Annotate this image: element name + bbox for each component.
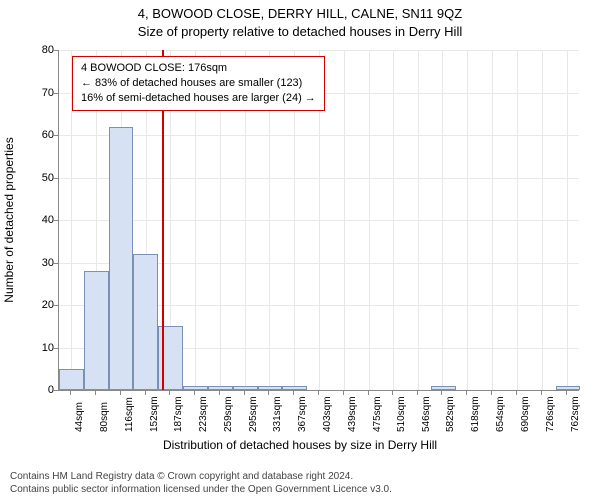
histogram-bar bbox=[84, 271, 109, 390]
x-tick-mark bbox=[95, 390, 96, 395]
x-tick-mark bbox=[491, 390, 492, 395]
x-tick-label: 582sqm bbox=[445, 396, 456, 432]
x-tick-mark bbox=[194, 390, 195, 395]
x-tick-label: 295sqm bbox=[248, 396, 259, 432]
grid-line-vertical bbox=[418, 50, 419, 390]
y-tick-label: 40 bbox=[24, 214, 54, 226]
annotation-line: 4 BOWOOD CLOSE: 176sqm bbox=[81, 61, 316, 76]
histogram-bar bbox=[183, 386, 208, 390]
x-tick-mark bbox=[566, 390, 567, 395]
x-tick-mark bbox=[318, 390, 319, 395]
y-tick-mark bbox=[53, 50, 58, 51]
x-tick-mark bbox=[120, 390, 121, 395]
x-tick-mark bbox=[244, 390, 245, 395]
histogram-bar bbox=[556, 386, 581, 390]
x-tick-mark bbox=[343, 390, 344, 395]
y-tick-label: 0 bbox=[24, 384, 54, 396]
x-tick-label: 187sqm bbox=[173, 396, 184, 432]
grid-line-vertical bbox=[467, 50, 468, 390]
histogram-bar bbox=[133, 254, 158, 390]
footer-line-2: Contains public sector information licen… bbox=[10, 484, 590, 497]
y-tick-mark bbox=[53, 220, 58, 221]
x-tick-label: 546sqm bbox=[421, 396, 432, 432]
y-tick-label: 20 bbox=[24, 299, 54, 311]
x-tick-label: 116sqm bbox=[124, 397, 135, 432]
annotation-line: 16% of semi-detached houses are larger (… bbox=[81, 91, 316, 106]
x-tick-label: 654sqm bbox=[495, 396, 506, 432]
x-tick-label: 510sqm bbox=[396, 396, 407, 432]
annotation-line: ← 83% of detached houses are smaller (12… bbox=[81, 76, 316, 91]
footer-attribution: Contains HM Land Registry data © Crown c… bbox=[10, 471, 590, 496]
y-tick-label: 80 bbox=[24, 44, 54, 56]
footer-line-1: Contains HM Land Registry data © Crown c… bbox=[10, 471, 590, 484]
x-tick-label: 726sqm bbox=[545, 396, 556, 432]
x-tick-label: 618sqm bbox=[470, 396, 481, 432]
grid-line-vertical bbox=[369, 50, 370, 390]
grid-line-vertical bbox=[344, 50, 345, 390]
histogram-bar bbox=[59, 369, 84, 390]
x-tick-mark bbox=[268, 390, 269, 395]
histogram-bar bbox=[282, 386, 307, 390]
annotation-box: 4 BOWOOD CLOSE: 176sqm← 83% of detached … bbox=[72, 56, 325, 111]
x-tick-label: 403sqm bbox=[322, 396, 333, 432]
grid-line-vertical bbox=[442, 50, 443, 390]
y-tick-mark bbox=[53, 135, 58, 136]
x-tick-mark bbox=[145, 390, 146, 395]
chart-title-sub: Size of property relative to detached ho… bbox=[0, 24, 600, 39]
x-tick-mark bbox=[169, 390, 170, 395]
x-tick-mark bbox=[417, 390, 418, 395]
y-tick-label: 60 bbox=[24, 129, 54, 141]
x-tick-label: 80sqm bbox=[99, 402, 110, 432]
y-tick-mark bbox=[53, 348, 58, 349]
chart-title-main: 4, BOWOOD CLOSE, DERRY HILL, CALNE, SN11… bbox=[0, 6, 600, 21]
histogram-bar bbox=[233, 386, 258, 390]
x-tick-mark bbox=[516, 390, 517, 395]
grid-line-vertical bbox=[517, 50, 518, 390]
x-tick-mark bbox=[541, 390, 542, 395]
y-tick-mark bbox=[53, 390, 58, 391]
x-tick-mark bbox=[368, 390, 369, 395]
x-tick-label: 223sqm bbox=[198, 396, 209, 432]
x-tick-mark bbox=[70, 390, 71, 395]
x-axis-label: Distribution of detached houses by size … bbox=[0, 438, 600, 452]
y-tick-mark bbox=[53, 305, 58, 306]
y-tick-label: 10 bbox=[24, 342, 54, 354]
x-tick-label: 439sqm bbox=[347, 396, 358, 432]
y-axis-label: Number of detached properties bbox=[2, 137, 16, 302]
histogram-bar bbox=[431, 386, 456, 390]
grid-line-vertical bbox=[393, 50, 394, 390]
grid-line-vertical bbox=[567, 50, 568, 390]
x-tick-label: 44sqm bbox=[74, 402, 85, 432]
histogram-bar bbox=[208, 386, 233, 390]
x-tick-label: 690sqm bbox=[520, 396, 531, 432]
x-tick-label: 367sqm bbox=[297, 396, 308, 432]
x-tick-label: 762sqm bbox=[570, 396, 581, 432]
y-tick-mark bbox=[53, 263, 58, 264]
y-tick-mark bbox=[53, 93, 58, 94]
x-tick-mark bbox=[441, 390, 442, 395]
x-tick-mark bbox=[219, 390, 220, 395]
x-tick-label: 475sqm bbox=[372, 396, 383, 432]
grid-line-vertical bbox=[542, 50, 543, 390]
chart-container: 4, BOWOOD CLOSE, DERRY HILL, CALNE, SN11… bbox=[0, 0, 600, 500]
histogram-bar bbox=[109, 127, 134, 391]
x-tick-mark bbox=[293, 390, 294, 395]
y-tick-label: 70 bbox=[24, 87, 54, 99]
y-tick-mark bbox=[53, 178, 58, 179]
grid-line-vertical bbox=[492, 50, 493, 390]
y-tick-label: 30 bbox=[24, 257, 54, 269]
x-tick-mark bbox=[466, 390, 467, 395]
x-tick-label: 331sqm bbox=[272, 396, 283, 432]
x-tick-label: 152sqm bbox=[149, 396, 160, 432]
y-tick-label: 50 bbox=[24, 172, 54, 184]
x-tick-label: 259sqm bbox=[223, 396, 234, 432]
x-tick-mark bbox=[392, 390, 393, 395]
histogram-bar bbox=[258, 386, 283, 390]
